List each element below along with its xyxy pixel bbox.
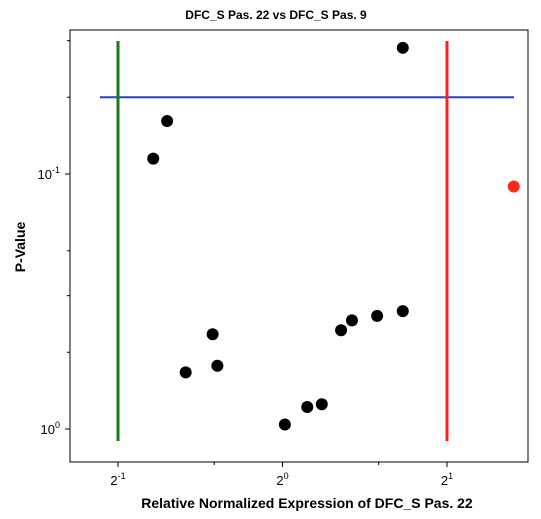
data-point [371,309,384,322]
y-axis: 10-1 100 [38,40,70,437]
data-point [315,398,328,411]
data-point [507,180,520,193]
data-point [211,359,224,372]
data-point [147,152,160,165]
data-point [206,328,219,341]
data-point [335,324,348,337]
x-tick-label: 20 [276,471,288,488]
plot-area-frame [69,29,529,463]
data-point [345,314,358,327]
y-axis-label: P-Value [12,222,28,273]
x-tick-label: 21 [441,471,453,488]
y-tick-label: 100 [41,420,60,437]
threshold-lines [100,41,514,441]
data-point [179,366,192,379]
chart-title: DFC_S Pas. 22 vs DFC_S Pas. 9 [185,8,367,22]
y-tick-label: 10-1 [38,165,60,182]
data-point [396,305,409,318]
x-axis: 2-1 20 21 [110,462,453,488]
data-point [396,41,409,54]
data-point [278,418,291,431]
x-tick-label: 2-1 [110,471,125,488]
data-point [301,401,314,414]
data-point [161,115,174,128]
x-axis-label: Relative Normalized Expression of DFC_S … [141,495,473,511]
data-points [147,41,520,431]
